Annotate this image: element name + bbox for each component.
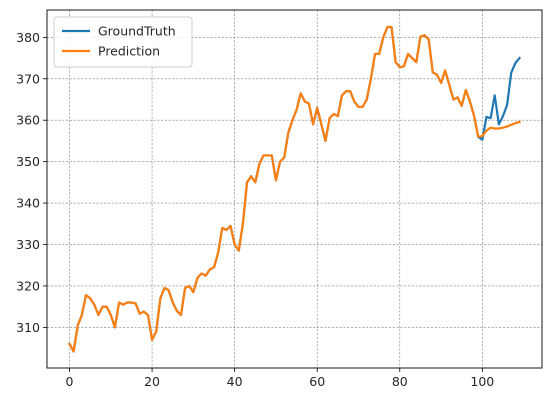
series-group: [68, 25, 522, 353]
series-line-prediction: [68, 25, 521, 353]
y-tick-label: 370: [16, 71, 40, 86]
ticks: 0 20 40 60 80 100 310 320 330 340 350 360 370 380: [16, 30, 494, 389]
grid: [47, 10, 542, 368]
x-tick-label: 60: [309, 374, 325, 389]
x-tick-label: 20: [144, 374, 160, 389]
x-tick-label: 0: [66, 374, 74, 389]
y-tick-label: 320: [16, 278, 40, 293]
y-tick-label: 360: [16, 113, 40, 128]
x-tick-label: 100: [470, 374, 494, 389]
y-tick-label: 340: [16, 196, 40, 211]
plot-frame: [46, 9, 543, 369]
legend-label-groundtruth: GroundTruth: [98, 24, 176, 39]
y-tick-label: 350: [16, 154, 40, 169]
y-tick-label: 310: [16, 320, 40, 335]
x-tick-label: 40: [227, 374, 243, 389]
y-tick-label: 380: [16, 30, 40, 45]
x-tick-label: 80: [392, 374, 408, 389]
y-tick-label: 330: [16, 237, 40, 252]
legend: GroundTruth Prediction: [53, 16, 193, 68]
legend-box: [53, 16, 193, 68]
legend-label-prediction: Prediction: [98, 44, 160, 59]
